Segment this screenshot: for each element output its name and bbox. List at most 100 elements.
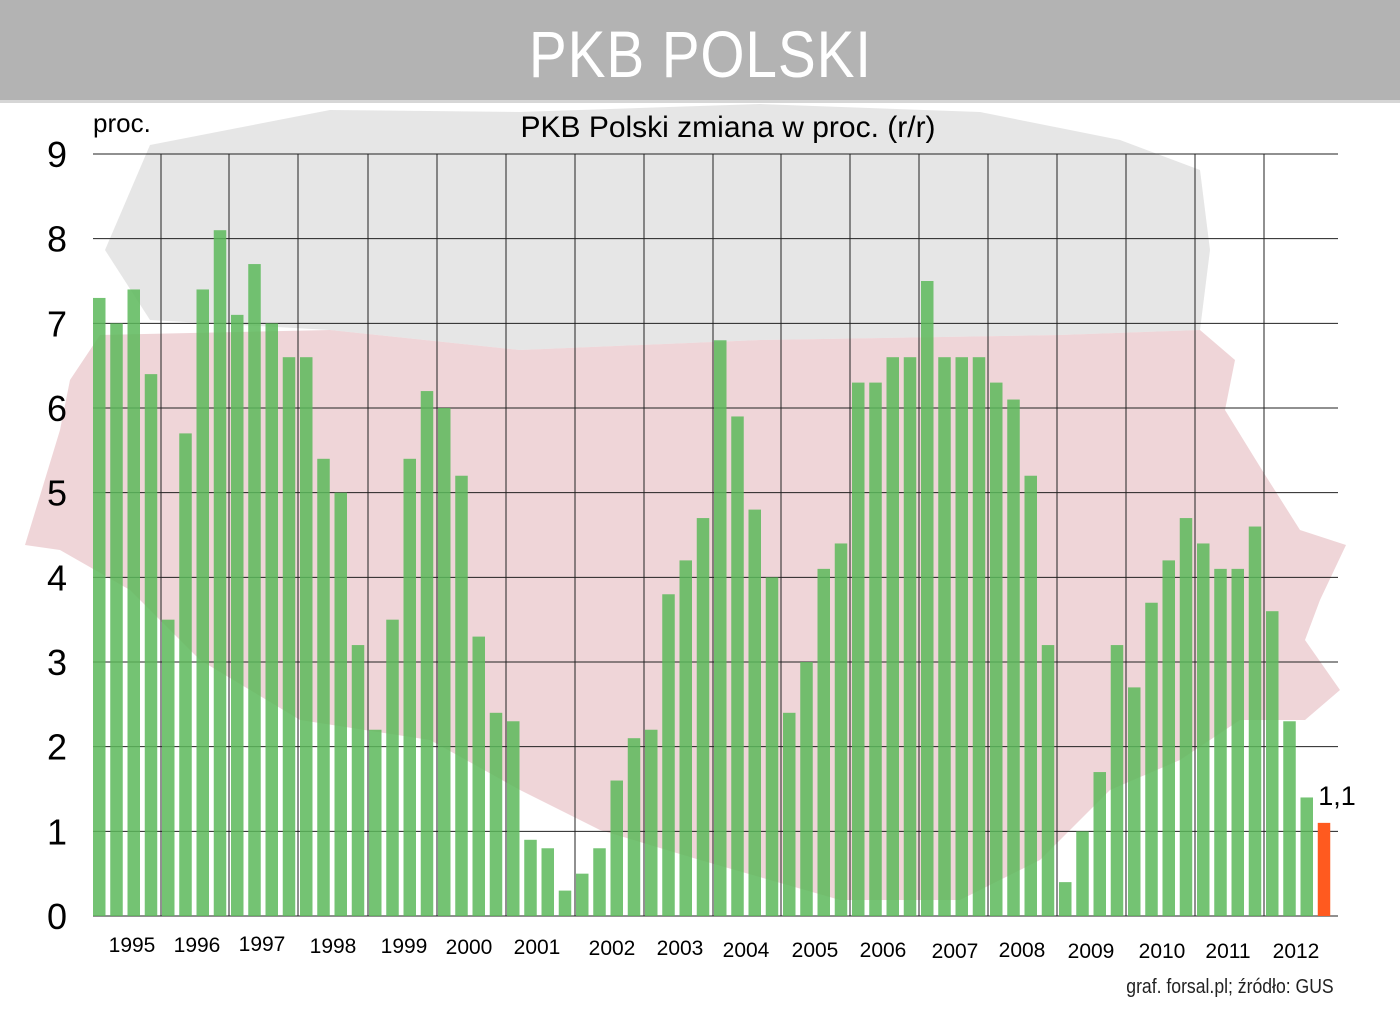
y-tick-label: 4 [47,557,67,598]
bar [144,374,158,917]
bar [938,357,951,916]
bar [1197,543,1210,916]
bar [507,721,520,916]
x-tick-labels: 1995 1996 1997 1998 1999 2000 2001 2002 2003 2004… [109,933,1320,963]
bar [696,518,710,916]
bar [1179,518,1193,916]
bar [903,357,917,916]
bar [1110,645,1124,916]
bar [731,416,744,916]
x-tick-label: 1997 [239,933,286,956]
y-tick-label: 7 [47,303,67,344]
bar [334,492,347,916]
bar [1128,687,1141,916]
y-tick-label: 0 [47,896,67,937]
bar [369,729,382,916]
x-tick-label: 2011 [1205,940,1250,963]
bar [472,636,485,916]
bar [1283,721,1296,916]
bar [972,357,986,916]
bar [1024,475,1037,916]
y-tick-label: 6 [47,388,67,429]
bar [852,382,865,917]
bar [783,712,796,916]
bar [558,890,572,916]
x-tick-label: 2012 [1273,940,1320,963]
bar [1214,568,1227,916]
y-tick-labels: 0 1 2 3 4 5 6 7 8 9 [47,134,67,937]
bar [1231,568,1244,916]
bar [1093,772,1106,916]
x-tick-label: 2003 [657,937,704,960]
bar [541,848,554,916]
y-tick-label: 2 [47,727,67,768]
bar [386,619,399,916]
bar-highlight [1317,822,1331,916]
bar [300,357,313,916]
bar [455,475,468,916]
bar [1162,560,1175,916]
x-tick-label: 2010 [1139,940,1186,963]
bar [179,433,192,916]
bar [955,357,968,916]
bar [420,391,434,917]
bar [1300,797,1313,916]
bar [869,382,882,917]
bar [748,509,761,916]
y-tick-label: 1 [47,811,67,852]
bar [1076,831,1089,916]
bar [714,340,727,916]
x-tick-label: 2002 [589,937,636,960]
banner-title: PKB POLSKI [528,17,872,91]
bar [1145,602,1158,916]
bar [921,281,934,916]
bar [524,839,537,916]
bar [489,712,503,916]
x-tick-label: 2000 [446,936,493,959]
bar [265,323,278,916]
bar [886,357,899,916]
bar [231,314,244,916]
bar [1007,399,1020,916]
y-axis-label: proc. [93,108,151,138]
bar [403,458,416,916]
bar [351,645,365,916]
bar [282,357,296,916]
y-tick-label: 9 [47,134,67,175]
bar [645,729,658,916]
bar [248,264,261,917]
bar [800,662,813,916]
bar [990,382,1003,917]
x-tick-label: 1999 [381,935,428,958]
bar [110,323,123,916]
bar [93,297,106,916]
y-tick-label: 8 [47,219,67,260]
bar [679,560,692,916]
chart-title: PKB Polski zmiana w proc. (r/r) [520,111,935,144]
bars [93,230,1331,917]
bar [662,594,675,916]
x-tick-label: 1995 [109,934,156,957]
last-value-annotation: 1,1 [1318,781,1356,811]
bar [317,458,330,916]
bar [593,848,606,916]
source-note: graf. forsal.pl; źródło: GUS [1126,976,1334,998]
bar [576,873,589,916]
bar [610,780,623,916]
x-tick-label: 2007 [932,940,979,963]
map-upper-gray [105,104,1210,350]
bar [196,289,209,916]
y-tick-label: 5 [47,473,67,514]
bar [213,230,227,916]
bar [438,408,451,916]
x-tick-label: 2009 [1068,940,1115,963]
x-tick-label: 1998 [310,935,357,958]
bar [1266,611,1279,916]
bar [127,289,140,916]
bar [162,619,175,916]
bar [1059,882,1072,916]
x-tick-label: 2008 [999,939,1046,962]
bar [627,738,641,916]
y-tick-label: 3 [47,642,67,683]
